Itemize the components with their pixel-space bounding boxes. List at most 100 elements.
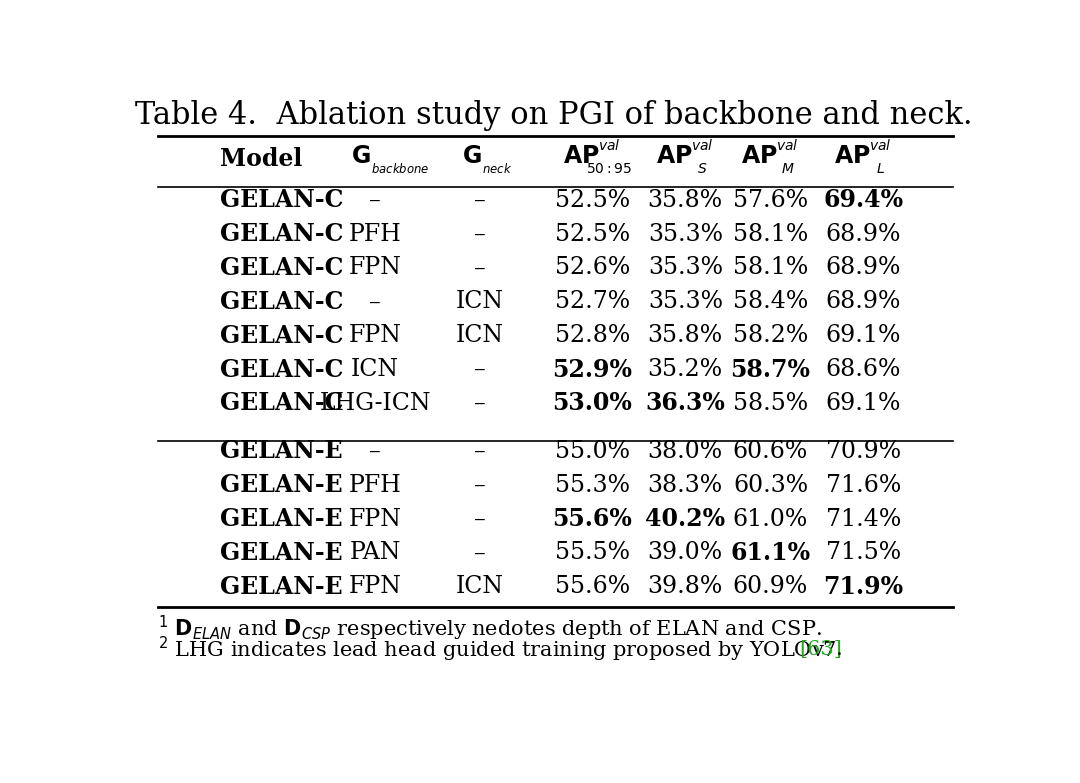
Text: GELAN-E: GELAN-E <box>220 575 342 599</box>
Text: 60.3%: 60.3% <box>733 474 808 496</box>
Text: PAN: PAN <box>350 541 401 565</box>
Text: .: . <box>836 640 843 659</box>
Text: –: – <box>474 541 486 565</box>
Text: 39.0%: 39.0% <box>648 541 723 565</box>
Text: $\mathbf{G}$: $\mathbf{G}$ <box>462 145 482 168</box>
Text: GELAN-C: GELAN-C <box>220 358 343 381</box>
Text: ICN: ICN <box>456 324 504 347</box>
Text: GELAN-C: GELAN-C <box>220 392 343 416</box>
Text: 52.8%: 52.8% <box>555 324 630 347</box>
Text: Model: Model <box>220 147 302 171</box>
Text: 58.2%: 58.2% <box>733 324 808 347</box>
Text: 68.6%: 68.6% <box>826 358 901 381</box>
Text: –: – <box>369 189 381 211</box>
Text: $\mathbf{AP}$: $\mathbf{AP}$ <box>656 145 692 168</box>
Text: $\mathbf{AP}$: $\mathbf{AP}$ <box>741 145 778 168</box>
Text: 58.7%: 58.7% <box>730 358 810 381</box>
Text: 35.3%: 35.3% <box>648 290 723 313</box>
Text: $\mathbf{G}$: $\mathbf{G}$ <box>351 145 372 168</box>
Text: 52.6%: 52.6% <box>555 257 630 280</box>
Text: 68.9%: 68.9% <box>826 290 901 313</box>
Text: 55.6%: 55.6% <box>552 507 632 531</box>
Text: $val$: $val$ <box>598 138 621 153</box>
Text: $50:95$: $50:95$ <box>586 161 633 175</box>
Text: GELAN-E: GELAN-E <box>220 473 342 497</box>
Text: 35.8%: 35.8% <box>648 189 723 211</box>
Text: 35.8%: 35.8% <box>648 324 723 347</box>
Text: ICN: ICN <box>456 290 504 313</box>
Text: 40.2%: 40.2% <box>645 507 726 531</box>
Text: 71.4%: 71.4% <box>826 507 901 531</box>
Text: –: – <box>474 257 486 280</box>
Text: –: – <box>474 474 486 496</box>
Text: PFH: PFH <box>349 222 402 246</box>
Text: FPN: FPN <box>349 324 402 347</box>
Text: $M$: $M$ <box>781 161 795 175</box>
Text: GELAN-C: GELAN-C <box>220 256 343 280</box>
Text: $_{backbone}$: $_{backbone}$ <box>370 159 429 175</box>
Text: 68.9%: 68.9% <box>826 257 901 280</box>
Text: 61.0%: 61.0% <box>733 507 808 531</box>
Text: $^1$ $\mathbf{D}_{ELAN}$ and $\mathbf{D}_{CSP}$ respectively nedotes depth of EL: $^1$ $\mathbf{D}_{ELAN}$ and $\mathbf{D}… <box>159 614 822 643</box>
Text: 58.4%: 58.4% <box>733 290 808 313</box>
Text: –: – <box>474 222 486 246</box>
Text: GELAN-E: GELAN-E <box>220 439 342 464</box>
Text: 38.0%: 38.0% <box>648 440 723 463</box>
Text: ICN: ICN <box>351 358 400 381</box>
Text: [63]: [63] <box>799 640 842 659</box>
Text: ICN: ICN <box>456 576 504 598</box>
Text: –: – <box>369 440 381 463</box>
Text: 60.9%: 60.9% <box>733 576 808 598</box>
Text: GELAN-C: GELAN-C <box>220 290 343 314</box>
Text: 58.5%: 58.5% <box>733 392 808 415</box>
Text: 69.1%: 69.1% <box>826 392 901 415</box>
Text: –: – <box>474 358 486 381</box>
Text: 39.8%: 39.8% <box>648 576 723 598</box>
Text: 58.1%: 58.1% <box>733 222 808 246</box>
Text: GELAN-E: GELAN-E <box>220 541 342 565</box>
Text: 52.5%: 52.5% <box>555 222 630 246</box>
Text: FPN: FPN <box>349 507 402 531</box>
Text: GELAN-C: GELAN-C <box>220 323 343 348</box>
Text: –: – <box>369 290 381 313</box>
Text: –: – <box>474 189 486 211</box>
Text: 69.4%: 69.4% <box>823 188 904 212</box>
Text: 55.0%: 55.0% <box>555 440 630 463</box>
Text: $\mathbf{AP}$: $\mathbf{AP}$ <box>835 145 870 168</box>
Text: Table 4.  Ablation study on PGI of backbone and neck.: Table 4. Ablation study on PGI of backbo… <box>135 100 972 131</box>
Text: $\mathbf{AP}$: $\mathbf{AP}$ <box>563 145 599 168</box>
Text: 55.6%: 55.6% <box>555 576 630 598</box>
Text: $val$: $val$ <box>869 138 892 153</box>
Text: 35.3%: 35.3% <box>648 222 723 246</box>
Text: $S$: $S$ <box>697 161 707 175</box>
Text: PFH: PFH <box>349 474 402 496</box>
Text: –: – <box>474 392 486 415</box>
Text: –: – <box>474 440 486 463</box>
Text: 71.9%: 71.9% <box>823 575 904 599</box>
Text: GELAN-C: GELAN-C <box>220 222 343 246</box>
Text: 71.5%: 71.5% <box>826 541 901 565</box>
Text: 52.5%: 52.5% <box>555 189 630 211</box>
Text: GELAN-C: GELAN-C <box>220 188 343 212</box>
Text: 57.6%: 57.6% <box>733 189 808 211</box>
Text: 35.3%: 35.3% <box>648 257 723 280</box>
Text: 55.3%: 55.3% <box>555 474 630 496</box>
Text: 35.2%: 35.2% <box>648 358 723 381</box>
Text: 52.9%: 52.9% <box>552 358 632 381</box>
Text: $_{neck}$: $_{neck}$ <box>482 159 512 175</box>
Text: LHG-ICN: LHG-ICN <box>320 392 431 415</box>
Text: 55.5%: 55.5% <box>555 541 630 565</box>
Text: 70.9%: 70.9% <box>826 440 901 463</box>
Text: $L$: $L$ <box>876 161 885 175</box>
Text: $val$: $val$ <box>777 138 799 153</box>
Text: 38.3%: 38.3% <box>648 474 723 496</box>
Text: 53.0%: 53.0% <box>552 392 632 416</box>
Text: 68.9%: 68.9% <box>826 222 901 246</box>
Text: FPN: FPN <box>349 576 402 598</box>
Text: 60.6%: 60.6% <box>733 440 808 463</box>
Text: FPN: FPN <box>349 257 402 280</box>
Text: 61.1%: 61.1% <box>730 541 811 565</box>
Text: 36.3%: 36.3% <box>646 392 725 416</box>
Text: $val$: $val$ <box>691 138 714 153</box>
Text: 52.7%: 52.7% <box>555 290 630 313</box>
